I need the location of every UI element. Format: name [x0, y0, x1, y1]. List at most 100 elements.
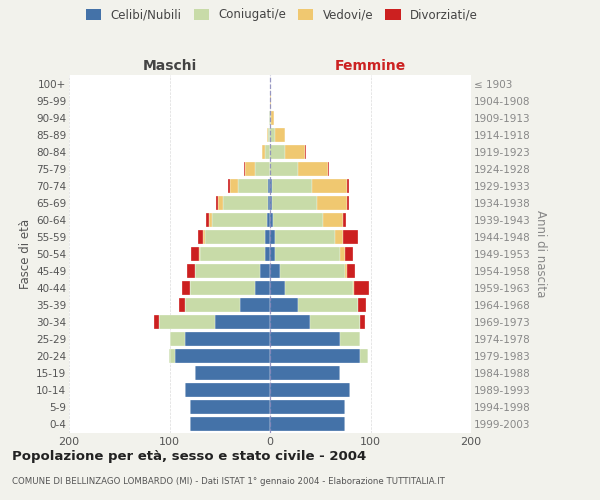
Legend: Celibi/Nubili, Coniugati/e, Vedovi/e, Divorziati/e: Celibi/Nubili, Coniugati/e, Vedovi/e, Di…: [83, 6, 481, 24]
Bar: [317, 196, 347, 209]
Bar: [255, 162, 270, 175]
Bar: [346, 264, 347, 278]
Bar: [298, 298, 358, 312]
Bar: [275, 128, 285, 141]
Bar: [340, 332, 361, 346]
Text: Maschi: Maschi: [142, 58, 197, 72]
Bar: [223, 196, 268, 209]
Bar: [238, 178, 268, 192]
Bar: [275, 230, 335, 243]
Bar: [305, 144, 306, 158]
Bar: [347, 178, 349, 192]
Bar: [272, 178, 312, 192]
Bar: [187, 264, 194, 278]
Bar: [361, 349, 368, 363]
Bar: [203, 230, 205, 243]
Bar: [244, 162, 245, 175]
Bar: [190, 281, 255, 295]
Y-axis label: Fasce di età: Fasce di età: [19, 218, 32, 289]
Bar: [355, 281, 370, 295]
Bar: [270, 383, 350, 397]
Bar: [160, 315, 215, 329]
Bar: [190, 417, 270, 431]
Bar: [347, 264, 355, 278]
Bar: [185, 298, 240, 312]
Bar: [270, 196, 272, 209]
Bar: [185, 332, 270, 346]
Bar: [197, 230, 203, 243]
Bar: [268, 178, 270, 192]
Bar: [265, 230, 270, 243]
Bar: [240, 298, 270, 312]
Bar: [179, 298, 185, 312]
Bar: [270, 94, 271, 108]
Bar: [228, 178, 230, 192]
Bar: [154, 315, 160, 329]
Bar: [191, 247, 199, 260]
Bar: [275, 247, 340, 260]
Bar: [209, 212, 212, 226]
Bar: [270, 110, 271, 124]
Bar: [267, 128, 268, 141]
Bar: [270, 162, 298, 175]
Bar: [190, 400, 270, 414]
Bar: [194, 264, 260, 278]
Bar: [267, 212, 270, 226]
Bar: [245, 162, 255, 175]
Bar: [199, 247, 200, 260]
Bar: [262, 144, 265, 158]
Bar: [185, 383, 270, 397]
Bar: [270, 332, 340, 346]
Bar: [346, 247, 353, 260]
Bar: [270, 400, 346, 414]
Bar: [270, 315, 310, 329]
Bar: [216, 196, 218, 209]
Bar: [340, 247, 346, 260]
Bar: [273, 212, 323, 226]
Text: COMUNE DI BELLINZAGO LOMBARDO (MI) - Dati ISTAT 1° gennaio 2004 - Elaborazione T: COMUNE DI BELLINZAGO LOMBARDO (MI) - Dat…: [12, 478, 445, 486]
Bar: [270, 230, 275, 243]
Bar: [268, 196, 270, 209]
Bar: [358, 298, 367, 312]
Bar: [194, 366, 270, 380]
Bar: [182, 281, 190, 295]
Bar: [265, 247, 270, 260]
Bar: [255, 281, 270, 295]
Bar: [170, 332, 185, 346]
Bar: [270, 247, 275, 260]
Bar: [271, 110, 274, 124]
Bar: [270, 264, 280, 278]
Bar: [323, 212, 343, 226]
Bar: [206, 212, 209, 226]
Text: Femmine: Femmine: [335, 58, 406, 72]
Bar: [347, 196, 349, 209]
Bar: [270, 178, 272, 192]
Bar: [285, 144, 305, 158]
Text: Popolazione per età, sesso e stato civile - 2004: Popolazione per età, sesso e stato civil…: [12, 450, 366, 463]
Bar: [285, 281, 353, 295]
Bar: [269, 110, 270, 124]
Bar: [268, 128, 270, 141]
Bar: [265, 144, 270, 158]
Bar: [215, 315, 270, 329]
Bar: [270, 128, 275, 141]
Bar: [272, 196, 317, 209]
Bar: [335, 230, 343, 243]
Bar: [343, 212, 346, 226]
Bar: [230, 178, 238, 192]
Bar: [270, 144, 285, 158]
Bar: [218, 196, 223, 209]
Bar: [270, 212, 273, 226]
Bar: [270, 281, 285, 295]
Bar: [280, 264, 346, 278]
Bar: [312, 178, 347, 192]
Bar: [298, 162, 328, 175]
Bar: [260, 264, 270, 278]
Bar: [270, 298, 298, 312]
Bar: [328, 162, 329, 175]
Bar: [175, 349, 270, 363]
Bar: [212, 212, 267, 226]
Bar: [205, 230, 265, 243]
Y-axis label: Anni di nascita: Anni di nascita: [534, 210, 547, 298]
Bar: [270, 417, 346, 431]
